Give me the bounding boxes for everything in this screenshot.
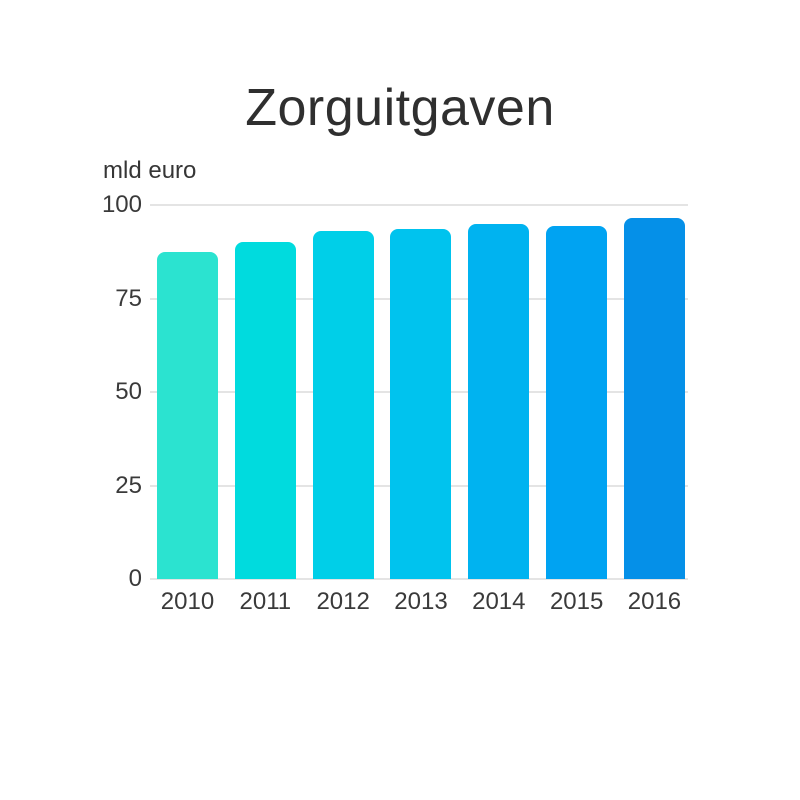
bar-2013: [390, 229, 452, 579]
bar-2016: [623, 218, 685, 579]
y-tick-label-50: 50: [115, 378, 142, 405]
y-tick-label-75: 75: [115, 284, 142, 312]
x-tick-label-2013: 2013: [394, 588, 448, 615]
x-tick-label-2014: 2014: [472, 588, 526, 615]
gridline-0: [150, 578, 688, 580]
bar-2014: [468, 223, 530, 579]
x-tick-label-2015: 2015: [549, 588, 604, 615]
y-axis-unit-label: mld euro: [103, 157, 197, 184]
x-tick-label-2010: 2010: [160, 588, 215, 615]
x-tick-label-2016: 2016: [627, 588, 682, 615]
bar-2011: [234, 242, 296, 579]
gridline-100: [150, 204, 688, 206]
plot-area: [150, 204, 688, 580]
x-tick-label-2011: 2011: [239, 588, 292, 615]
bar-2012: [312, 231, 374, 579]
x-tick-label-2012: 2012: [316, 588, 370, 615]
bar-2015: [546, 225, 608, 579]
y-tick-label-25: 25: [115, 471, 142, 499]
y-tick-label-100: 100: [101, 191, 142, 218]
y-tick-label-0: 0: [128, 565, 142, 592]
bar-2010: [157, 251, 218, 579]
chart-title: Zorguitgaven: [245, 79, 555, 137]
